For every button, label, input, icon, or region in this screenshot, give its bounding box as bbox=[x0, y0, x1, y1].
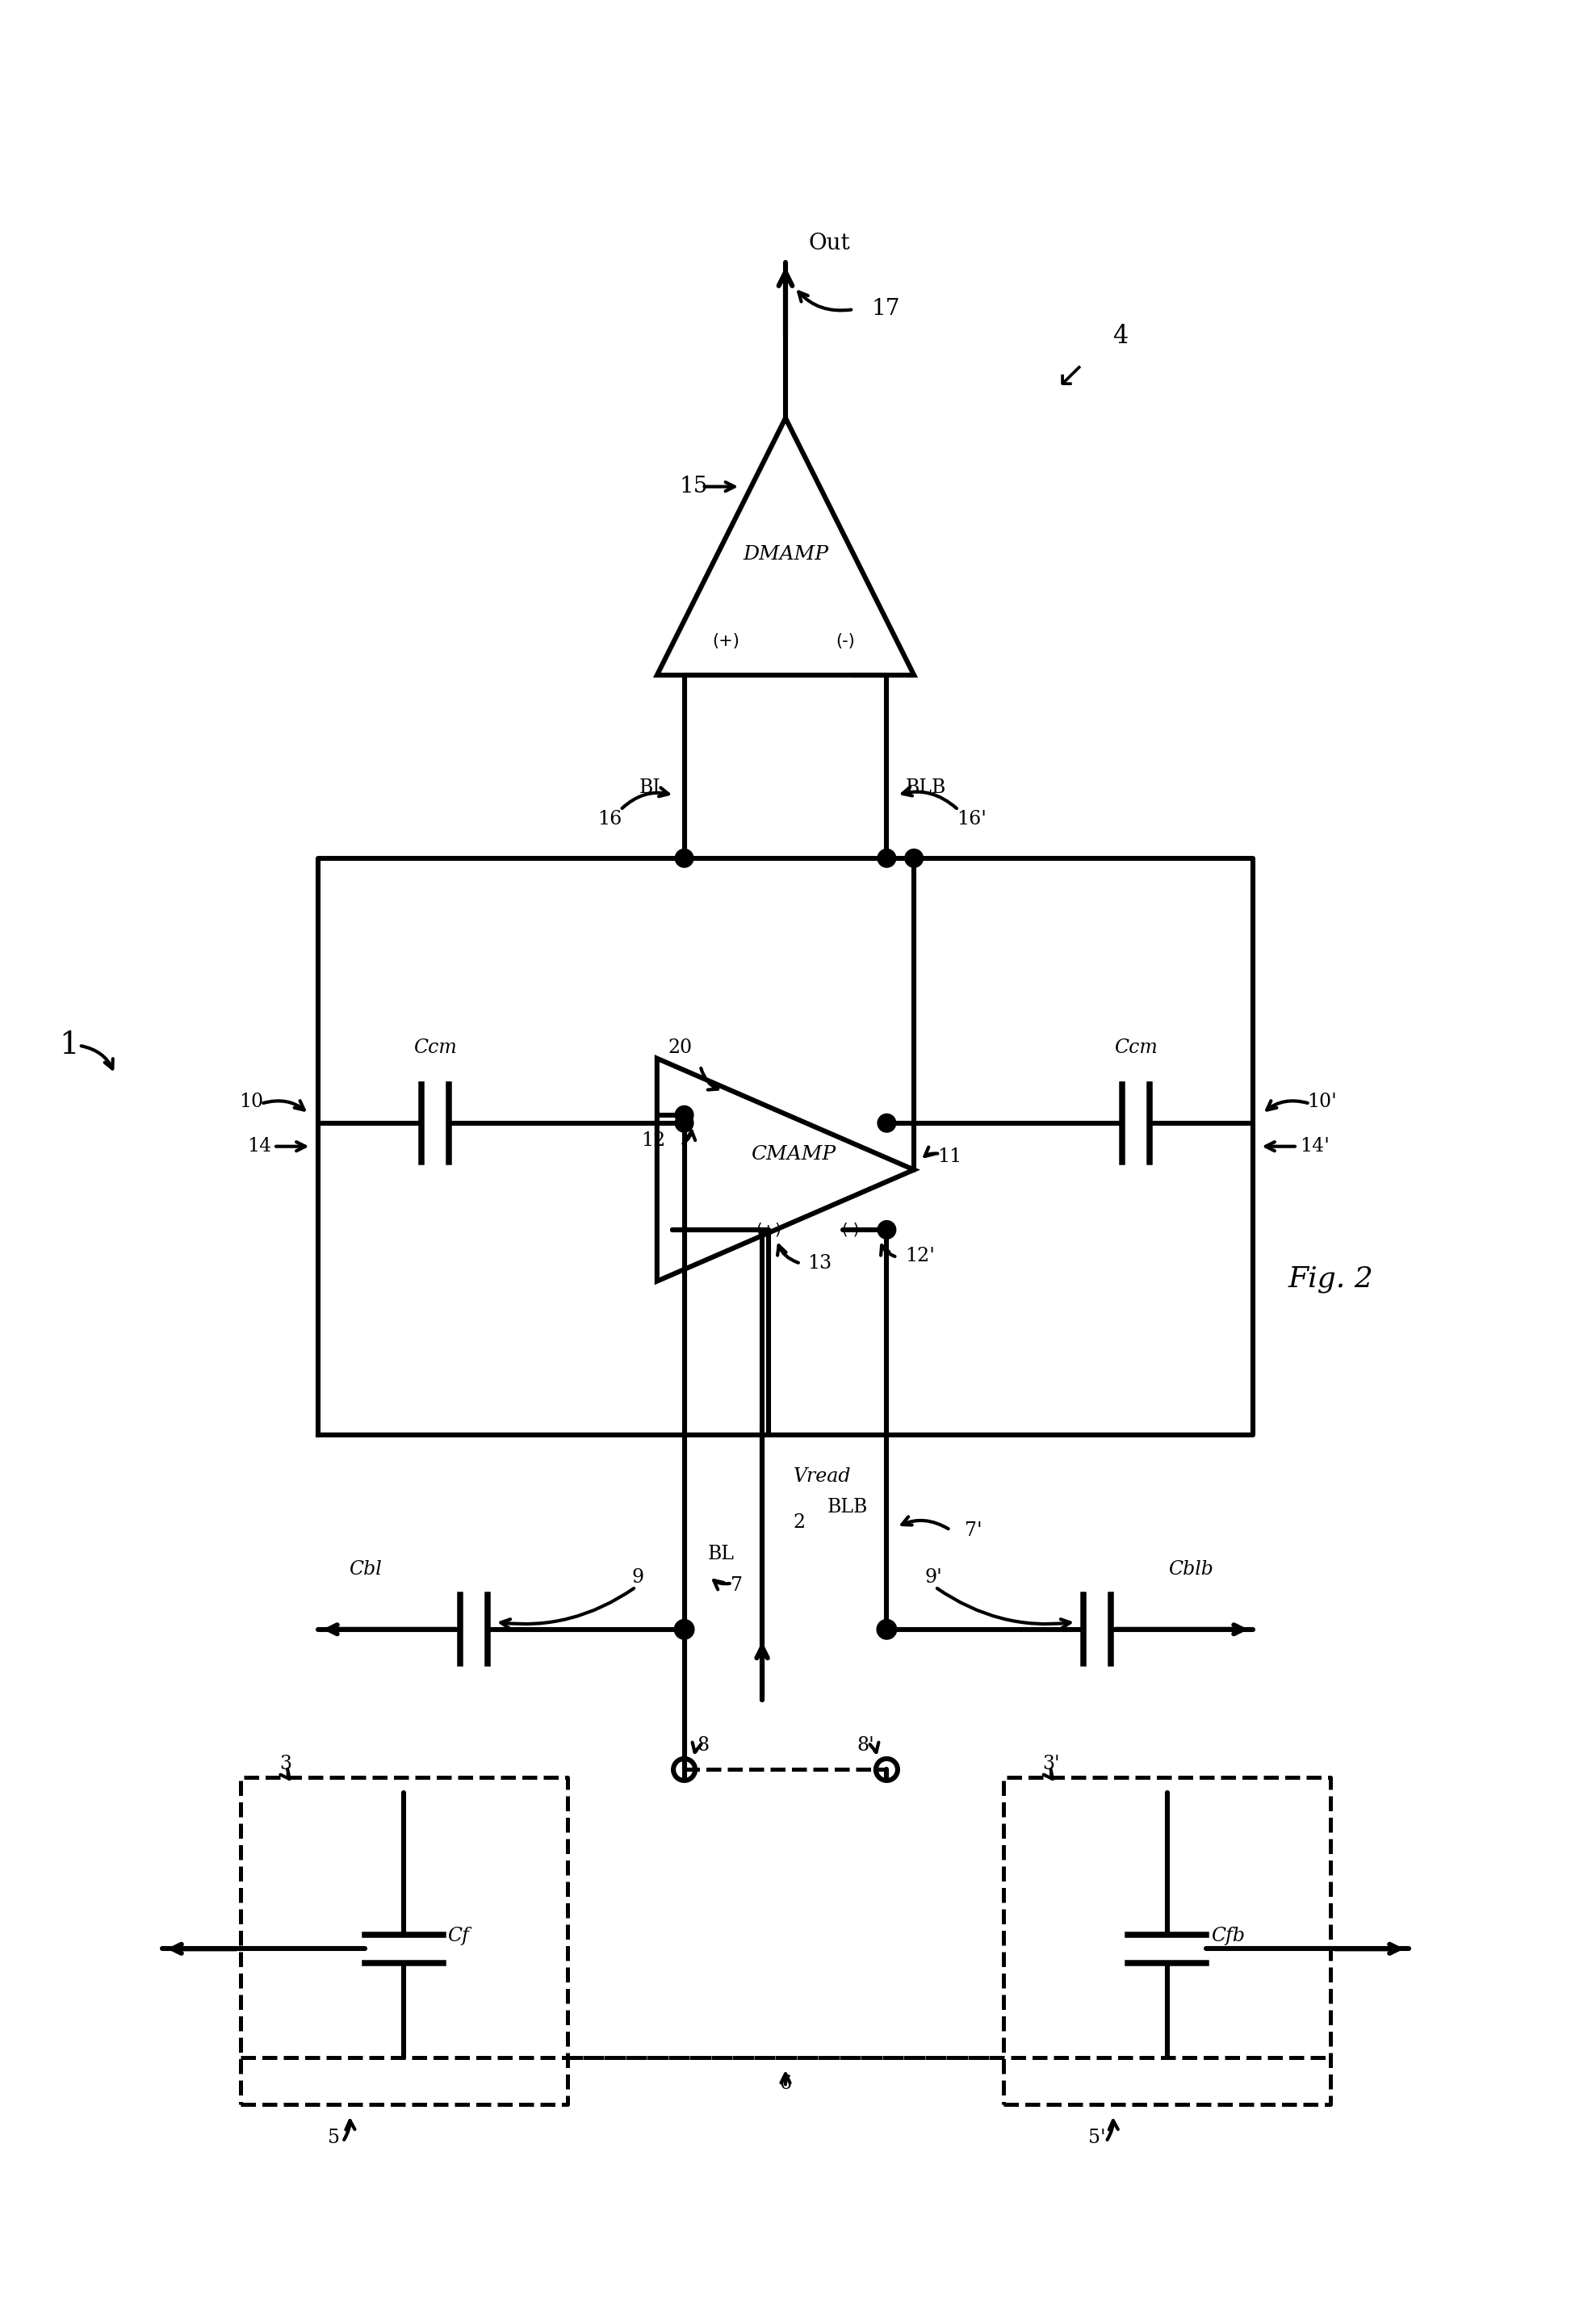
Text: 16: 16 bbox=[597, 811, 622, 830]
Text: $\swarrow$: $\swarrow$ bbox=[1049, 358, 1082, 393]
Text: 14': 14' bbox=[1299, 1136, 1329, 1155]
Text: (-): (-) bbox=[677, 1111, 694, 1127]
Text: 3': 3' bbox=[1043, 1755, 1060, 1773]
Text: DMAMP: DMAMP bbox=[743, 546, 828, 565]
Circle shape bbox=[878, 851, 895, 867]
Text: 15: 15 bbox=[679, 476, 707, 497]
Text: 7: 7 bbox=[731, 1576, 743, 1594]
Circle shape bbox=[676, 1106, 693, 1122]
Circle shape bbox=[877, 1620, 895, 1638]
Text: 12: 12 bbox=[641, 1132, 666, 1150]
Text: 16': 16' bbox=[957, 811, 987, 830]
Text: CMAMP: CMAMP bbox=[751, 1146, 836, 1164]
Text: 8': 8' bbox=[856, 1736, 875, 1755]
Circle shape bbox=[674, 1759, 694, 1780]
Text: 17: 17 bbox=[872, 297, 900, 321]
Text: Cfb: Cfb bbox=[1211, 1927, 1244, 1945]
Circle shape bbox=[676, 851, 693, 867]
Text: 9': 9' bbox=[925, 1569, 943, 1587]
Text: Cbl: Cbl bbox=[349, 1559, 382, 1578]
Text: 6: 6 bbox=[779, 2075, 792, 2094]
Text: 13: 13 bbox=[807, 1255, 831, 1274]
Text: 10: 10 bbox=[239, 1092, 264, 1111]
Circle shape bbox=[877, 1759, 897, 1780]
Text: Fig. 2: Fig. 2 bbox=[1288, 1264, 1373, 1292]
Text: Vread: Vread bbox=[793, 1466, 851, 1485]
Text: Out: Out bbox=[809, 232, 850, 256]
Text: 12': 12' bbox=[905, 1246, 935, 1264]
Text: (-): (-) bbox=[836, 632, 855, 648]
Text: 1: 1 bbox=[60, 1030, 79, 1060]
Text: 8: 8 bbox=[696, 1736, 709, 1755]
Text: BL: BL bbox=[639, 779, 666, 797]
Text: (+): (+) bbox=[756, 1222, 781, 1236]
Circle shape bbox=[878, 1220, 895, 1239]
Circle shape bbox=[676, 1116, 693, 1132]
Text: (-): (-) bbox=[842, 1222, 859, 1236]
Text: 5': 5' bbox=[1089, 2129, 1106, 2147]
Circle shape bbox=[878, 1116, 895, 1132]
Text: 5: 5 bbox=[328, 2129, 339, 2147]
Text: BLB: BLB bbox=[905, 779, 946, 797]
Text: Ccm: Ccm bbox=[1114, 1039, 1158, 1057]
Text: Ccm: Ccm bbox=[413, 1039, 457, 1057]
Text: BLB: BLB bbox=[828, 1499, 869, 1518]
Text: 7': 7' bbox=[965, 1522, 982, 1541]
Text: 20: 20 bbox=[668, 1039, 693, 1057]
Text: 14: 14 bbox=[247, 1136, 272, 1155]
Text: 2: 2 bbox=[793, 1513, 806, 1532]
Text: 3: 3 bbox=[280, 1755, 291, 1773]
Text: Cblb: Cblb bbox=[1167, 1559, 1213, 1578]
Circle shape bbox=[905, 851, 922, 867]
Text: 10': 10' bbox=[1307, 1092, 1337, 1111]
Circle shape bbox=[676, 1620, 694, 1638]
Text: 11: 11 bbox=[938, 1148, 961, 1167]
Text: (+): (+) bbox=[712, 632, 740, 648]
Text: BL: BL bbox=[707, 1545, 734, 1564]
Text: 4: 4 bbox=[1112, 323, 1128, 349]
Text: Cf: Cf bbox=[448, 1927, 470, 1945]
Text: 9: 9 bbox=[632, 1569, 644, 1587]
